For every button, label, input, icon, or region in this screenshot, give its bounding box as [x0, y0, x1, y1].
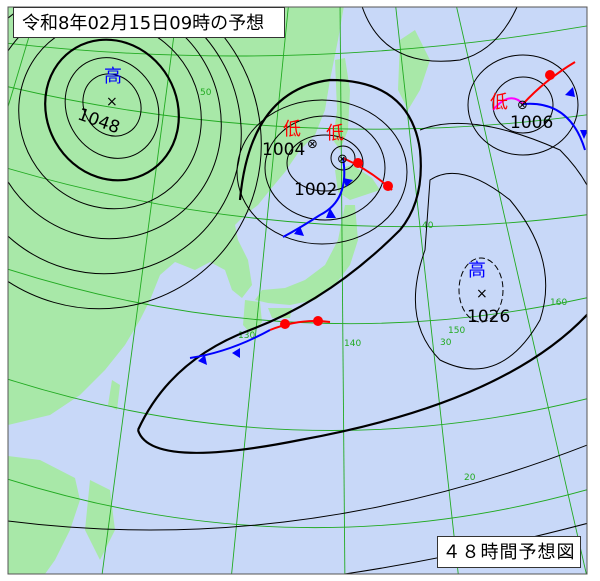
stationary-front-cold: [189, 329, 271, 359]
pressure-value: 1006: [510, 113, 553, 133]
low-symbol: 低: [283, 119, 301, 140]
fronts: [189, 61, 587, 365]
land-hokkaido: [335, 165, 380, 200]
lat-50: [8, 86, 587, 130]
land-shikoku: [268, 308, 292, 318]
high-symbol: 高: [104, 66, 122, 87]
forecast-title: 令和8年02月15日09時の予想: [13, 7, 285, 38]
land-philippines: [85, 480, 115, 560]
map-frame: [7, 6, 588, 575]
low-symbol: 低: [326, 123, 344, 144]
lat-20: [8, 378, 587, 431]
land-honshu: [255, 205, 358, 305]
lon-label: 160: [550, 298, 567, 308]
pressure-value: 1002: [294, 180, 337, 200]
land-continent: [8, 7, 344, 425]
low-center-icon: ⊗: [517, 98, 528, 113]
low-center-icon: ⊗: [337, 152, 348, 167]
lat-40: [8, 167, 587, 228]
lon-label: 140: [344, 339, 361, 349]
chart-type-label: ４８時間予想図: [437, 536, 581, 568]
land-kamchatka: [398, 30, 430, 110]
lat-label: 20: [464, 473, 476, 483]
lat-label: 30: [440, 338, 452, 348]
land-taiwan: [108, 380, 120, 410]
lat-label: 50: [200, 88, 212, 98]
pressure-value: 1026: [467, 307, 510, 327]
cold-front-2: [522, 102, 586, 151]
occluded-front: [492, 97, 524, 111]
lon-label: 150: [448, 326, 465, 336]
low-center-icon: ⊗: [307, 137, 318, 152]
high-center-icon: ×: [106, 94, 118, 110]
stationary-front-warm: [269, 320, 331, 331]
high-symbol: 高: [468, 260, 486, 281]
land-indochina: [8, 456, 80, 574]
lon-140: [339, 7, 346, 574]
high-center-icon: ×: [476, 286, 488, 302]
warm-front-2: [522, 61, 576, 105]
lat-label: 40: [422, 221, 434, 231]
low-symbol: 低: [490, 92, 508, 113]
lon-label: 130: [238, 331, 255, 341]
pressure-value: 1004: [262, 140, 305, 160]
